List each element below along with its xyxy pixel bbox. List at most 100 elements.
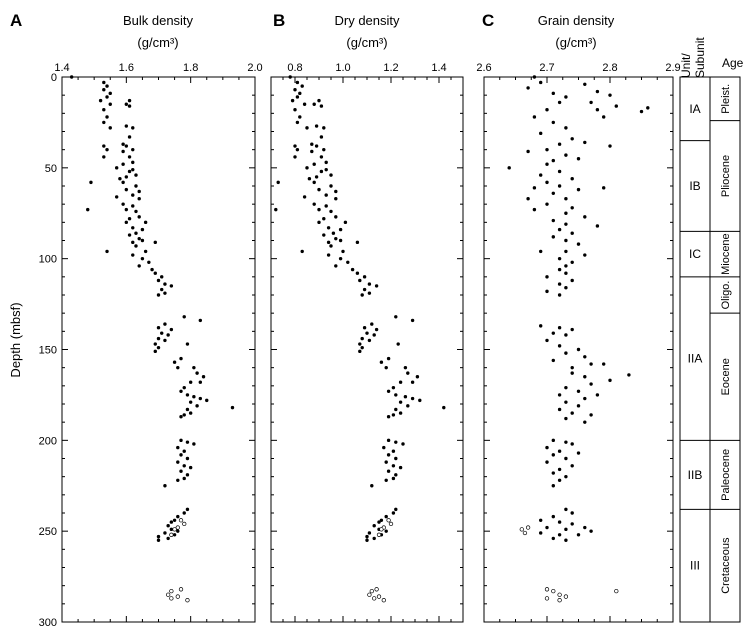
b-data-point <box>391 464 396 468</box>
c-data-point <box>545 202 549 206</box>
a-data-point <box>205 398 209 403</box>
a-data-point <box>172 360 177 364</box>
b-data-point <box>394 407 398 412</box>
panel-c-title: Grain density <box>538 13 615 28</box>
b-data-point <box>276 180 280 185</box>
b-open-data-point <box>369 588 374 594</box>
c-data-point <box>551 514 555 519</box>
b-data-point <box>274 207 278 212</box>
b-data-point <box>312 180 316 185</box>
b-data-point <box>300 84 304 88</box>
c-data-point <box>545 147 549 152</box>
unit-label: IIA <box>688 352 703 366</box>
b-data-point <box>367 291 372 295</box>
b-data-point <box>324 204 328 208</box>
unit-column <box>679 76 711 623</box>
c-data-point <box>532 75 537 79</box>
depth-tick-label: 0 <box>51 72 57 84</box>
a-data-point <box>160 331 164 335</box>
c-data-point <box>545 289 549 294</box>
a-data-point <box>172 533 177 537</box>
b-data-point <box>317 207 321 212</box>
a-data-point <box>179 453 183 457</box>
c-data-point <box>595 89 600 94</box>
a-data-point <box>134 209 138 214</box>
b-data-point <box>334 236 338 241</box>
b-data-point <box>317 220 321 225</box>
c-data-point <box>614 104 618 108</box>
a-x-tick-label: 2.0 <box>247 62 262 74</box>
a-data-point <box>163 291 167 295</box>
b-data-point <box>322 233 326 237</box>
c-data-point <box>608 93 612 97</box>
c-data-point <box>564 222 568 226</box>
b-data-point <box>374 327 379 332</box>
a-data-point <box>102 120 106 125</box>
b-data-point <box>362 275 367 279</box>
b-data-point <box>360 293 364 297</box>
b-data-point <box>377 520 381 524</box>
c-data-point <box>589 362 593 366</box>
a-open-data-point <box>169 588 174 594</box>
depth-tick-label: 150 <box>39 345 57 357</box>
a-data-point <box>127 233 132 237</box>
c-data-point <box>557 184 562 188</box>
c-data-point <box>589 529 593 533</box>
a-data-point <box>185 342 190 346</box>
c-x-tick-label: 2.8 <box>602 62 617 74</box>
a-data-point <box>131 193 135 197</box>
c-data-point <box>570 464 574 468</box>
a-data-point <box>153 240 157 245</box>
a-data-point <box>102 88 106 92</box>
a-data-point <box>176 529 180 533</box>
a-data-point <box>160 287 164 292</box>
stratigraphy-layer: IA IB IC IIA IIB III Pleist. Pliocene Miocene Oli… <box>680 84 740 594</box>
a-data-point <box>98 98 103 103</box>
a-open-data-point <box>175 594 180 599</box>
b-data-point <box>360 336 364 341</box>
b-data-point <box>370 322 374 326</box>
c-open-data-point <box>563 594 569 599</box>
b-data-point <box>324 160 328 165</box>
b-data-point <box>358 278 362 283</box>
b-data-point <box>314 175 319 179</box>
c-data-point <box>570 411 574 415</box>
a-data-point <box>131 240 135 245</box>
b-data-point <box>384 478 388 482</box>
a-data-point <box>163 322 167 326</box>
b-open-data-point <box>381 598 386 603</box>
c-x-tick-label: 2.6 <box>476 62 491 74</box>
c-data-point <box>576 347 581 352</box>
c-data-point <box>564 126 568 130</box>
b-data-point <box>398 400 403 404</box>
b-data-point <box>394 393 398 397</box>
b-data-point <box>365 331 369 335</box>
b-data-point <box>367 531 372 535</box>
b-data-point <box>322 217 326 221</box>
b-data-point <box>331 231 336 235</box>
a-open-data-point <box>178 587 184 592</box>
b-data-point <box>338 227 343 232</box>
b-data-point <box>346 260 350 264</box>
c-data-point <box>557 142 562 146</box>
a-data-point <box>137 215 141 219</box>
a-data-point <box>166 524 170 528</box>
subunit-header-text: Subunit <box>693 37 707 78</box>
b-data-point <box>341 249 345 254</box>
b-data-point <box>322 126 326 130</box>
a-data-point <box>105 84 109 88</box>
a-data-point <box>182 464 186 468</box>
a-open-data-point <box>175 525 180 530</box>
c-data-point <box>545 275 549 279</box>
a-data-point <box>124 187 129 192</box>
c-data-point <box>557 467 562 472</box>
c-data-point <box>564 95 568 99</box>
b-data-point <box>379 360 384 364</box>
a-x-tick-label: 1.6 <box>119 62 134 74</box>
c-data-point <box>570 365 574 370</box>
c-data-point <box>545 338 549 343</box>
c-data-point <box>570 278 574 283</box>
c-data-point <box>570 327 574 332</box>
c-data-point <box>583 375 587 379</box>
